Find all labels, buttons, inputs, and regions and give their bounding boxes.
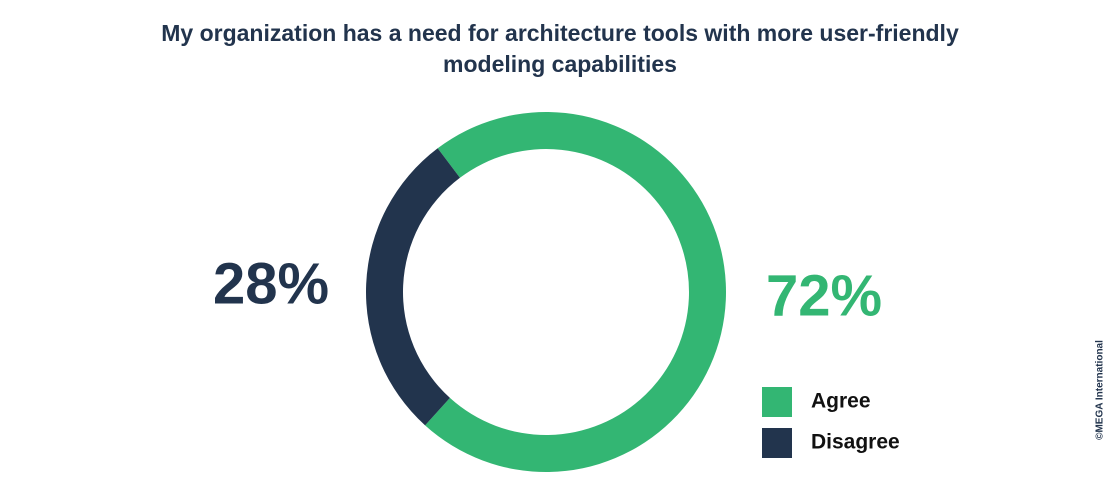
donut-segment: [425, 112, 726, 473]
value-label: 72%: [766, 263, 882, 328]
chart-title: My organization has a need for architect…: [161, 20, 959, 77]
donut-segment: [366, 148, 460, 426]
legend-swatch: [762, 387, 792, 417]
legend-label: Disagree: [811, 431, 900, 454]
value-label: 28%: [213, 251, 329, 316]
credit: ©MEGA International: [1095, 340, 1106, 440]
legend-swatch: [762, 428, 792, 458]
legend-label: Agree: [811, 390, 871, 413]
